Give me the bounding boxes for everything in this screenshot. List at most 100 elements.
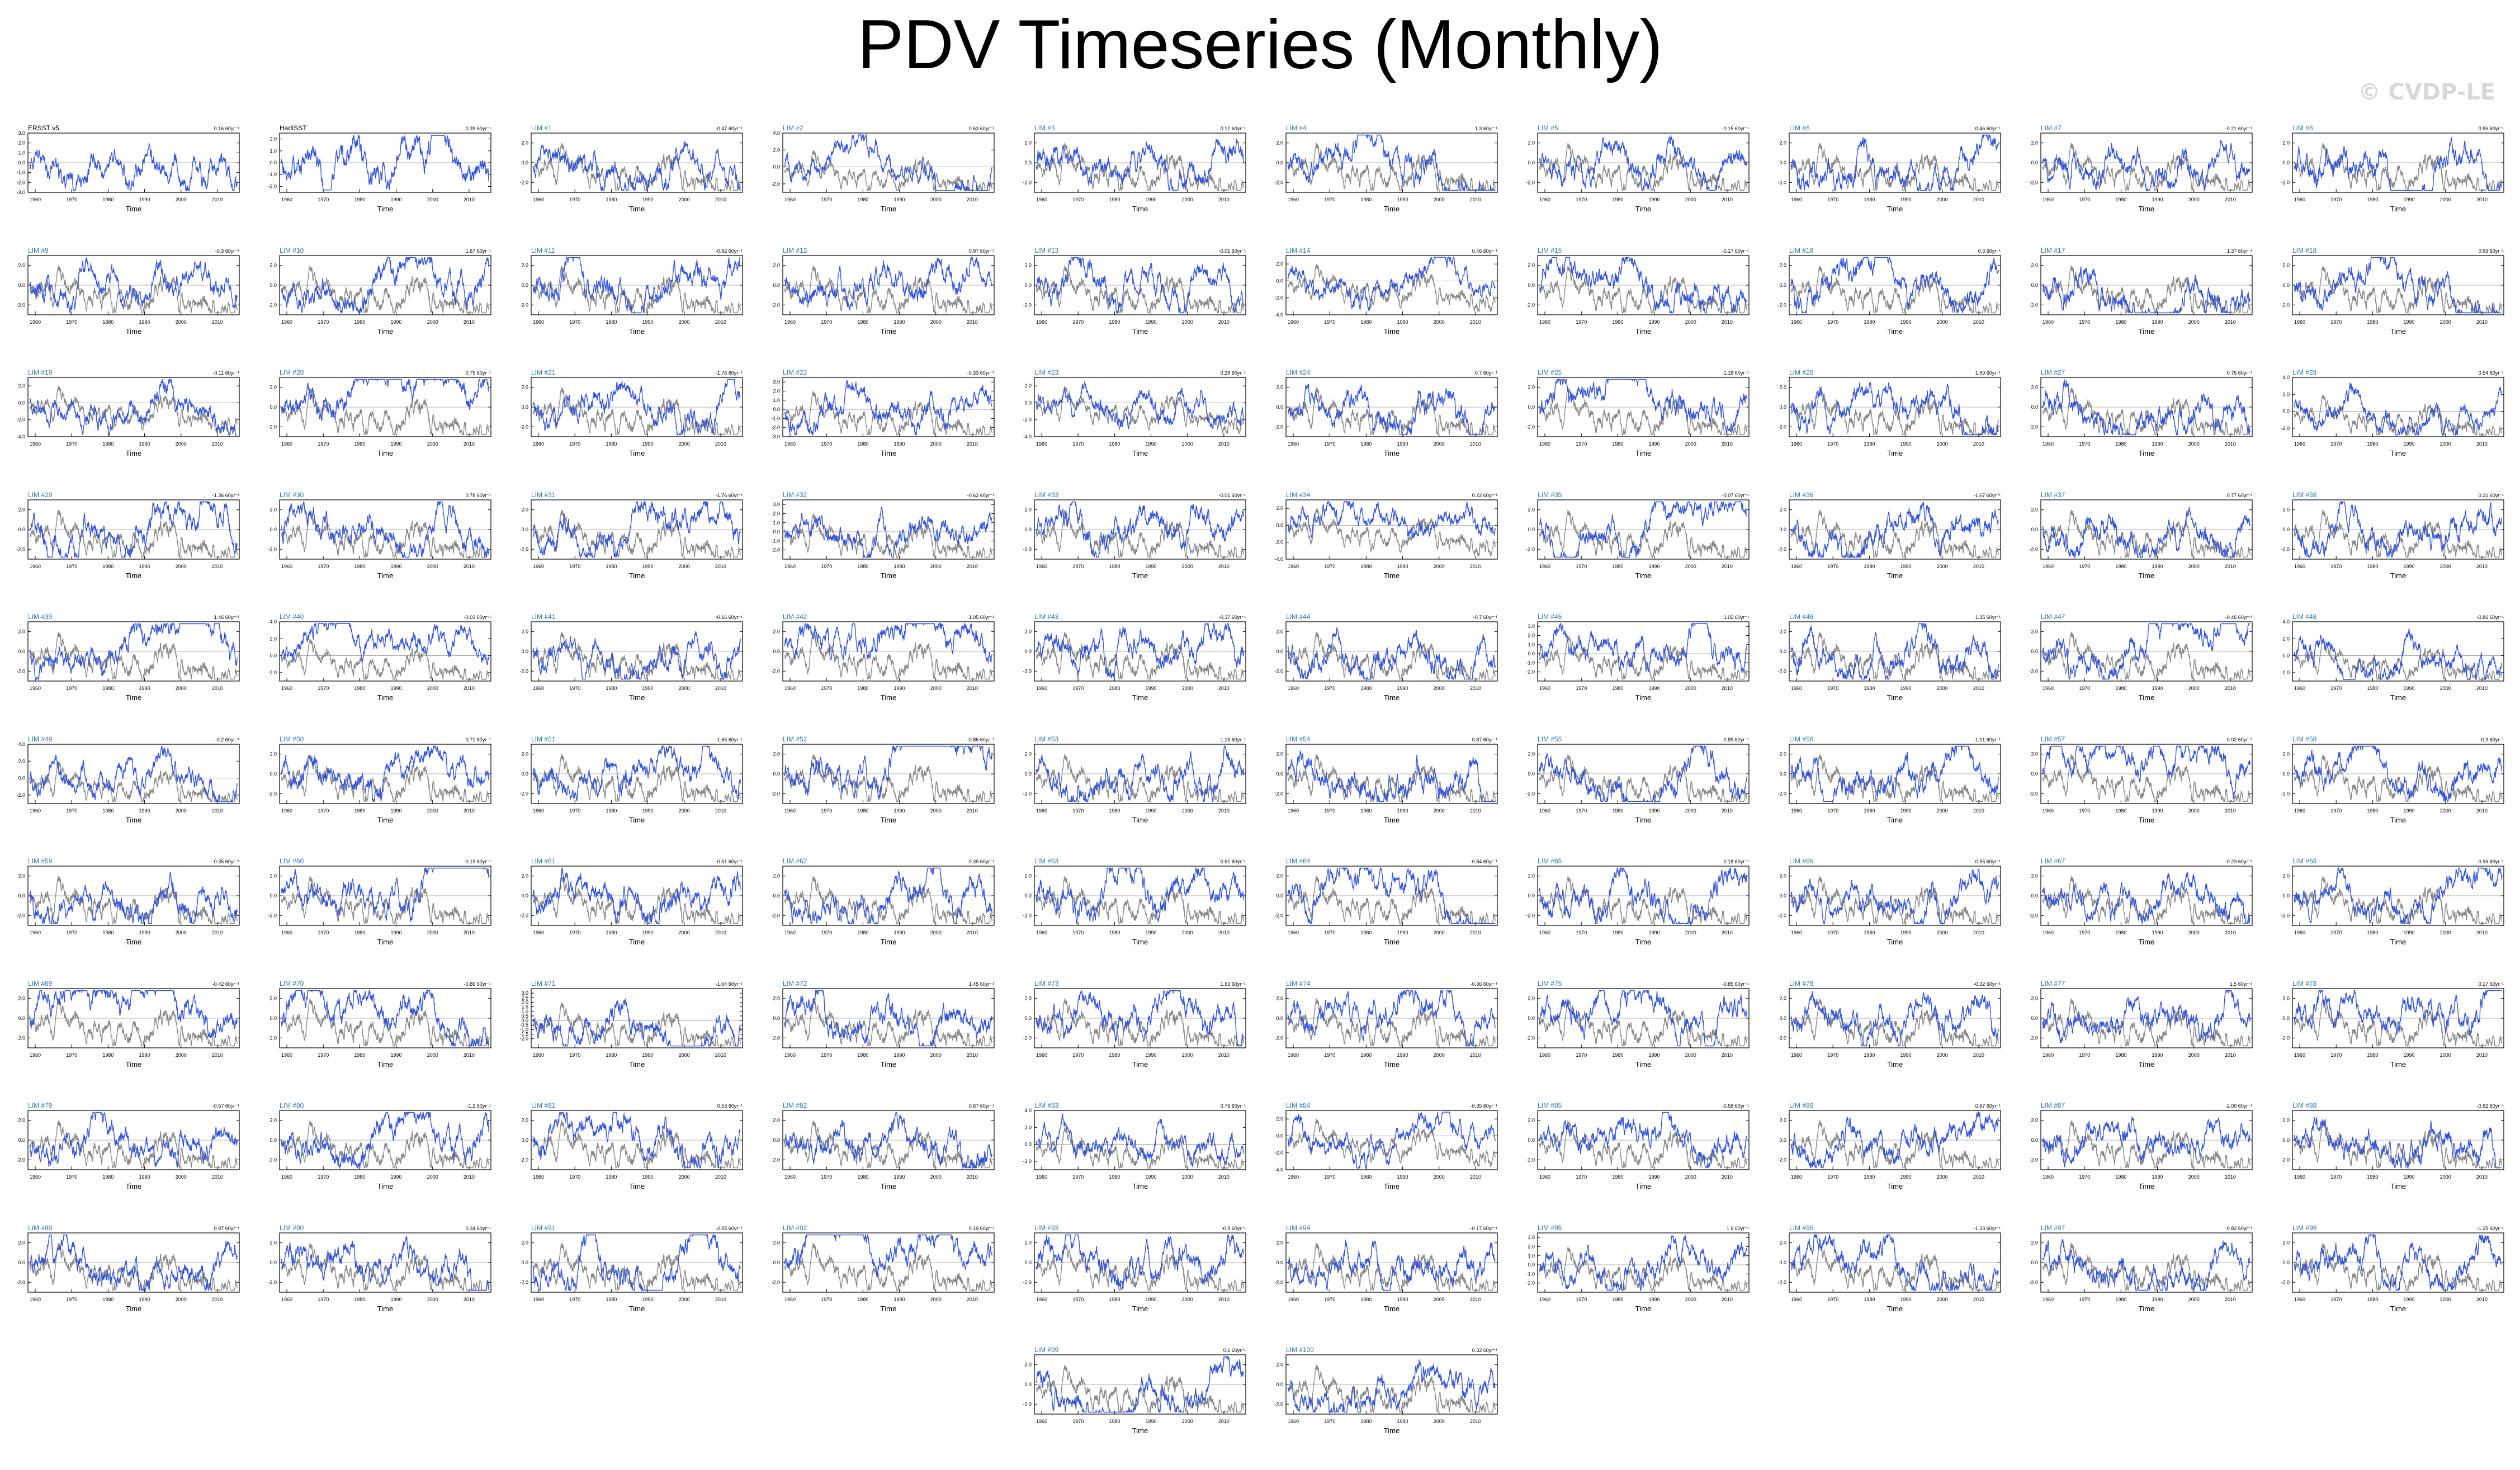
observed-series-line [29,876,238,924]
panel-trend-label: 1.5 60yr⁻¹ [2230,981,2252,987]
x-tick-label: 2000 [2440,197,2451,202]
y-tick-label: 2.0 [2282,751,2290,757]
x-tick-label: 1970 [1827,564,1838,569]
chart-panel: LIM #52 -0.86 60yr⁻¹ -2.0 0.0 2.0 1960 1970 198… [759,729,1005,840]
observed-series-line [29,998,238,1047]
y-tick-label: 0.0 [1024,160,1032,166]
x-tick-label: 2010 [967,1297,978,1302]
x-tick-label: 1990 [2152,1052,2163,1058]
y-tick-label: 0.0 [18,893,25,899]
panel-trend-label: 0.23 60yr⁻¹ [2227,859,2252,864]
y-tick-label: -2.0 [1274,913,1283,918]
x-tick-label: 1970 [66,1052,77,1058]
x-tick-label: 2000 [176,564,187,569]
x-tick-label: 1990 [2152,930,2163,935]
chart-panel: LIM #81 0.53 60yr⁻¹ -2.0 0.0 2.0 1960 1970 1980… [508,1095,754,1207]
x-tick-label: 2010 [2476,1297,2488,1302]
x-axis-label: Time [377,693,393,702]
x-axis-label: Time [1384,449,1400,457]
panel-trend-label: 1.46 60yr⁻¹ [214,615,239,620]
panel-label: LIM #78 [2292,980,2317,987]
observed-series-line [1539,1246,1747,1291]
y-tick-label: -2.0 [1526,669,1535,675]
y-tick-label: 0.0 [773,407,780,412]
y-tick-label: 0.0 [2282,160,2290,166]
x-tick-label: 2010 [212,808,223,814]
x-axis-label: Time [881,816,896,824]
observed-series-line [1036,509,1244,558]
y-tick-label: -1.0 [1526,660,1535,665]
x-tick-label: 2000 [427,1052,438,1058]
member-series-line [29,257,238,314]
chart-panel: LIM #45 1.02 60yr⁻¹ -2.0 -1.0 0.0 1.0 2.0 3.0 19… [1514,606,1760,718]
panel-trend-label: 0.34 60yr⁻¹ [466,1226,491,1231]
panel-label: LIM #20 [280,368,304,376]
x-tick-label: 2000 [930,686,942,691]
member-series-line [281,989,489,1047]
x-tick-label: 1980 [102,197,114,202]
x-tick-label: 1990 [139,930,150,935]
panel-label: LIM #25 [1538,368,1562,376]
plot-frame [1034,1110,1246,1170]
x-tick-label: 1980 [606,686,617,691]
y-tick-label: -2.0 [2029,913,2038,918]
x-tick-label: 1970 [1072,197,1084,202]
x-tick-label: 2000 [1434,1052,1445,1058]
x-tick-label: 1970 [1576,197,1587,202]
y-tick-label: -2.0 [16,1279,25,1285]
chart-panel: LIM #79 -0.57 60yr⁻¹ -2.0 0.0 2.0 1960 1970 198… [4,1095,250,1207]
x-tick-label: 2010 [1973,197,1984,202]
x-tick-label: 1970 [1827,1052,1838,1058]
x-tick-label: 2010 [1218,1419,1230,1424]
chart-panel: LIM #100 0.32 60yr⁻¹ -2.0 0.0 2.0 1960 1970 198… [1263,1339,1509,1451]
y-tick-label: 2.0 [773,751,780,757]
x-tick-label: 2000 [1434,441,1445,447]
y-tick-label: 3.0 [18,130,25,136]
chart-panel: LIM #28 0.54 60yr⁻¹ -2.0 0.0 2.0 4.0 1960 1970 1… [2269,362,2515,474]
chart-panel: LIM #63 0.61 60yr⁻¹ -2.0 0.0 2.0 1960 1970 1980… [1011,850,1257,962]
y-tick-label: -2.0 [2281,1157,2290,1162]
x-tick-label: 2010 [464,930,475,935]
x-tick-label: 2000 [176,1174,187,1180]
x-tick-label: 2010 [212,197,223,202]
x-tick-label: 2000 [2188,441,2200,447]
x-tick-label: 1960 [1791,686,1802,691]
member-series-line [29,622,238,680]
y-tick-label: 0.0 [521,1137,528,1143]
observed-series-line [1790,754,1999,802]
x-tick-label: 2010 [967,930,978,935]
x-tick-label: 1990 [391,686,402,691]
x-axis-label: Time [1384,816,1400,824]
x-tick-label: 2000 [2188,197,2200,202]
x-axis-label: Time [1384,1304,1400,1313]
observed-series-line [281,509,489,558]
y-tick-label: 2.0 [1528,632,1535,638]
panel-label: LIM #55 [1538,735,1562,743]
panel-trend-label: -0.89 60yr⁻¹ [1722,737,1749,743]
x-tick-label: 1990 [2404,197,2415,202]
chart-panel: LIM #30 0.78 60yr⁻¹ -2.0 0.0 2.0 1960 1970 1980… [256,484,502,596]
panel-label: LIM #7 [2041,124,2062,132]
y-tick-label: 0.0 [1276,522,1283,528]
x-tick-label: 1990 [1146,1174,1157,1180]
x-tick-label: 1980 [102,564,114,569]
x-tick-label: 1990 [1649,441,1660,447]
observed-series-line [532,1120,741,1169]
member-series-line [784,744,992,800]
x-tick-label: 1990 [894,686,905,691]
panel-label: LIM #28 [2292,368,2317,376]
y-tick-label: 2.0 [18,1240,25,1246]
x-tick-label: 1960 [281,1052,292,1058]
x-tick-label: 1980 [1612,197,1623,202]
member-series-line [2042,507,2250,559]
x-tick-label: 1970 [2079,1297,2090,1302]
panel-label: LIM #11 [531,247,555,254]
